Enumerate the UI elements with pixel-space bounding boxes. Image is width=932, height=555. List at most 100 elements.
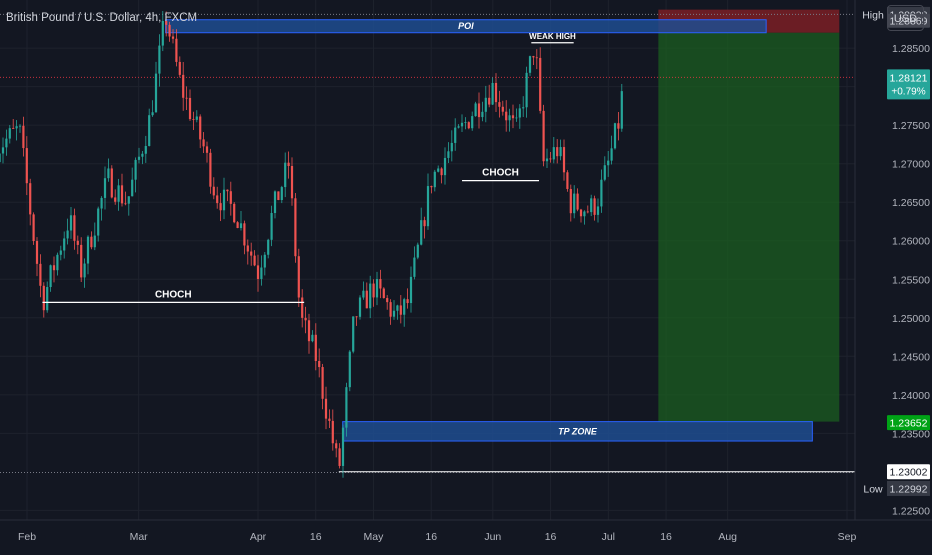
candle-body: [511, 115, 515, 119]
candle-body: [440, 168, 443, 176]
candle-body: [335, 443, 338, 449]
candle-body: [508, 115, 511, 121]
candle-body: [535, 57, 538, 59]
candle-body: [253, 255, 256, 266]
currency-button[interactable]: USD: [887, 5, 924, 31]
candle-body: [528, 56, 532, 73]
candle-body: [352, 316, 355, 352]
candle-body: [467, 122, 470, 129]
candle-body: [379, 279, 382, 289]
candle-body: [549, 158, 552, 160]
time-tick-label: Apr: [250, 531, 267, 543]
take-profit-zone: [658, 32, 840, 422]
candle-body: [498, 102, 501, 107]
candle-body: [447, 151, 450, 158]
candle-body: [103, 178, 107, 198]
candle-body: [144, 146, 147, 154]
candle-body: [542, 110, 545, 162]
candle-body: [426, 186, 430, 227]
weak-high-label: WEAK HIGH: [529, 32, 576, 41]
low-value: 1.22992: [890, 483, 928, 495]
candle-body: [416, 244, 419, 258]
candle-body: [90, 236, 93, 248]
candle-body: [569, 188, 572, 214]
candle-body: [168, 24, 171, 37]
candle-body: [29, 183, 32, 215]
candle-body: [617, 123, 620, 129]
candle-body: [372, 283, 375, 298]
candle-body: [134, 159, 137, 180]
time-tick-label: Jun: [484, 531, 501, 543]
price-tick-label: 1.24000: [892, 390, 930, 402]
candle-body: [556, 147, 559, 157]
candle-body: [59, 250, 62, 255]
candle-body: [195, 116, 198, 120]
candle-body: [209, 152, 212, 187]
candle-body: [501, 106, 504, 112]
candle-body: [464, 122, 467, 123]
candle-body: [375, 279, 379, 298]
candle-body: [185, 97, 188, 99]
candle-body: [406, 299, 409, 304]
candle-body: [423, 220, 426, 227]
time-tick-label: 16: [310, 531, 322, 543]
candle-body: [66, 230, 69, 239]
candle-body: [382, 288, 385, 299]
candle-body: [277, 191, 280, 201]
candle-body: [80, 244, 83, 278]
candle-body: [559, 147, 562, 157]
candle-body: [35, 241, 39, 264]
candle-body: [256, 265, 260, 279]
candle-body: [182, 74, 185, 98]
candle-body: [158, 45, 161, 74]
candle-body: [590, 198, 593, 213]
candle-body: [86, 236, 90, 264]
candle-body: [0, 153, 1, 163]
candle-body: [392, 310, 396, 317]
candle-body: [39, 263, 42, 286]
candle-body: [107, 168, 110, 179]
candle-body: [236, 222, 239, 229]
candle-body: [114, 197, 117, 202]
candle-body: [471, 116, 474, 129]
time-tick-label: Mar: [130, 531, 149, 543]
candle-body: [239, 223, 243, 229]
candle-body: [304, 317, 307, 321]
candle-body: [250, 251, 253, 256]
candle-body: [161, 20, 164, 46]
poi-zone: [165, 19, 767, 34]
time-tick-label: 16: [660, 531, 672, 543]
choch-label: CHOCH: [482, 168, 519, 179]
choch-label: CHOCH: [155, 289, 192, 300]
candle-body: [171, 36, 175, 39]
price-axis: 1.285001.280001.275001.270001.265001.260…: [854, 0, 932, 550]
target-price-tag: 1.23652: [890, 418, 928, 430]
candle-body: [358, 297, 362, 317]
candle-body: [141, 153, 144, 157]
candle-body: [188, 97, 192, 120]
candle-body: [294, 198, 297, 257]
candle-body: [15, 126, 18, 129]
candle-body: [205, 146, 209, 153]
candle-body: [93, 235, 96, 248]
candle-body: [246, 245, 249, 252]
candle-body: [328, 418, 331, 421]
candle-body: [596, 206, 600, 215]
candle-body: [69, 215, 73, 231]
candle-body: [362, 290, 365, 298]
candle-body: [433, 171, 436, 188]
candle-body: [545, 158, 549, 162]
candle-body: [287, 162, 290, 167]
candle-body: [324, 398, 328, 419]
candle-body: [52, 265, 56, 271]
poi-price-tag-bg: [887, 13, 930, 28]
candle-body: [494, 82, 498, 103]
price-tick-label: 1.28500: [892, 43, 930, 55]
candle-body: [369, 283, 372, 309]
time-tick-label: May: [364, 531, 385, 543]
candle-body: [124, 203, 127, 205]
candle-body: [505, 111, 508, 121]
candle-body: [49, 265, 52, 288]
